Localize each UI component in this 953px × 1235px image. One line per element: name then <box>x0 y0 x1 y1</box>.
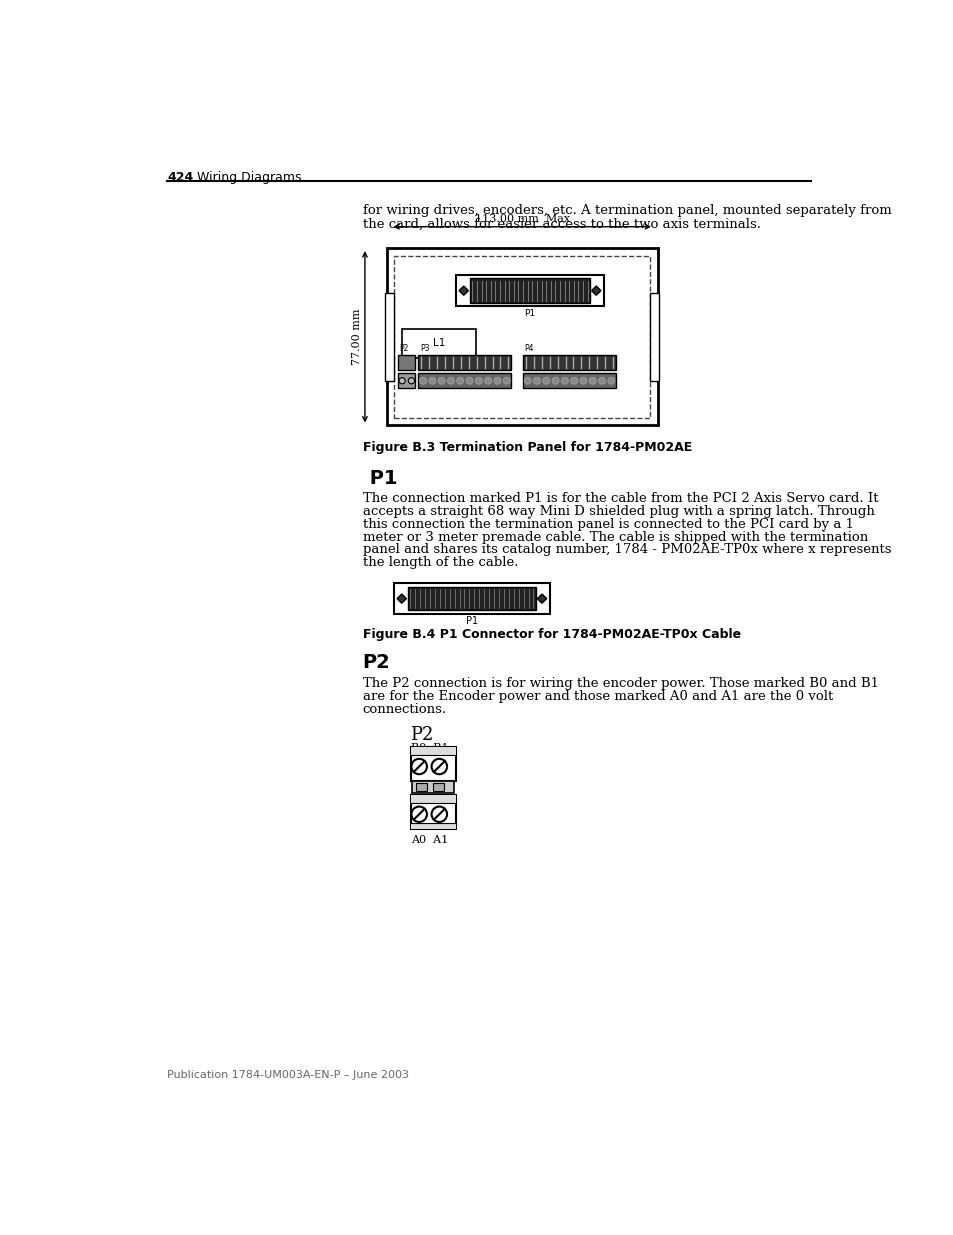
Bar <box>397 354 415 370</box>
Circle shape <box>431 806 447 823</box>
Bar <box>418 373 511 389</box>
Text: panel and shares its catalog number, 1784 - PM02AE-TP0x where x represents: panel and shares its catalog number, 178… <box>362 543 890 556</box>
Circle shape <box>598 377 605 384</box>
Bar <box>410 795 456 803</box>
Circle shape <box>523 377 531 384</box>
Circle shape <box>570 377 578 384</box>
Circle shape <box>589 377 596 384</box>
Bar <box>410 747 456 782</box>
Circle shape <box>466 377 473 384</box>
Bar <box>402 329 476 358</box>
Text: L1: L1 <box>433 338 445 348</box>
Text: are for the Encoder power and those marked A0 and A1 are the 0 volt: are for the Encoder power and those mark… <box>362 690 832 703</box>
Text: B0  B1: B0 B1 <box>411 742 449 752</box>
Circle shape <box>552 377 558 384</box>
Bar <box>416 783 427 792</box>
Circle shape <box>484 377 491 384</box>
Text: accepts a straight 68 way Mini D shielded plug with a spring latch. Through: accepts a straight 68 way Mini D shielde… <box>362 505 874 519</box>
Circle shape <box>579 377 586 384</box>
Text: for wiring drives, encoders, etc. A termination panel, mounted separately from: for wiring drives, encoders, etc. A term… <box>362 204 890 216</box>
Polygon shape <box>591 287 600 295</box>
Text: 424: 424 <box>167 172 193 184</box>
Bar <box>433 783 443 792</box>
Bar <box>397 373 415 389</box>
Text: P2: P2 <box>410 726 433 743</box>
Circle shape <box>456 377 463 384</box>
Polygon shape <box>458 287 468 295</box>
Circle shape <box>431 758 447 774</box>
Circle shape <box>475 377 482 384</box>
Circle shape <box>411 806 427 823</box>
Text: 77.00 mm: 77.00 mm <box>352 309 362 366</box>
Text: this connection the termination panel is connected to the PCI card by a 1: this connection the termination panel is… <box>362 517 853 531</box>
Text: Figure B.3 Termination Panel for 1784-PM02AE: Figure B.3 Termination Panel for 1784-PM… <box>362 441 691 453</box>
Text: the card, allows for easier access to the two axis terminals.: the card, allows for easier access to th… <box>362 217 760 231</box>
Circle shape <box>447 377 454 384</box>
Text: A0  A1: A0 A1 <box>411 835 448 845</box>
Text: P1: P1 <box>524 309 535 319</box>
Bar <box>410 747 456 755</box>
Circle shape <box>411 758 427 774</box>
Text: P1: P1 <box>362 469 396 488</box>
Text: P1: P1 <box>465 616 477 626</box>
Bar <box>522 354 616 370</box>
Bar <box>410 823 456 829</box>
Bar <box>408 587 536 610</box>
Bar <box>456 275 603 306</box>
Circle shape <box>437 377 445 384</box>
Circle shape <box>429 377 436 384</box>
Bar <box>522 373 616 389</box>
Polygon shape <box>537 594 546 603</box>
Bar <box>410 795 456 829</box>
Text: Figure B.4 P1 Connector for 1784-PM02AE-TP0x Cable: Figure B.4 P1 Connector for 1784-PM02AE-… <box>362 627 740 641</box>
Circle shape <box>408 378 415 384</box>
Bar <box>418 354 511 370</box>
Bar <box>649 293 659 382</box>
Text: P4: P4 <box>524 345 534 353</box>
Text: The P2 connection is for wiring the encoder power. Those marked B0 and B1: The P2 connection is for wiring the enco… <box>362 677 878 690</box>
Circle shape <box>542 377 549 384</box>
Circle shape <box>419 377 426 384</box>
Circle shape <box>398 378 405 384</box>
Text: Publication 1784-UM003A-EN-P – June 2003: Publication 1784-UM003A-EN-P – June 2003 <box>167 1070 409 1079</box>
Text: connections.: connections. <box>362 703 446 715</box>
Text: meter or 3 meter premade cable. The cable is shipped with the termination: meter or 3 meter premade cable. The cabl… <box>362 531 867 543</box>
Text: P2: P2 <box>398 345 408 353</box>
Circle shape <box>607 377 615 384</box>
Text: 113.00 mm  Max: 113.00 mm Max <box>475 214 569 224</box>
Bar <box>386 248 658 425</box>
Text: P3: P3 <box>419 345 429 353</box>
Circle shape <box>533 377 540 384</box>
Text: Wiring Diagrams: Wiring Diagrams <box>196 172 301 184</box>
Text: the length of the cable.: the length of the cable. <box>362 556 517 569</box>
Bar <box>394 583 549 614</box>
Bar <box>412 782 454 793</box>
Text: The connection marked P1 is for the cable from the PCI 2 Axis Servo card. It: The connection marked P1 is for the cabl… <box>362 493 877 505</box>
Text: P2: P2 <box>362 652 390 672</box>
Circle shape <box>503 377 510 384</box>
Circle shape <box>560 377 568 384</box>
Bar <box>470 278 590 303</box>
Bar <box>385 293 394 382</box>
Circle shape <box>494 377 500 384</box>
Polygon shape <box>396 594 406 603</box>
Bar <box>394 256 649 417</box>
